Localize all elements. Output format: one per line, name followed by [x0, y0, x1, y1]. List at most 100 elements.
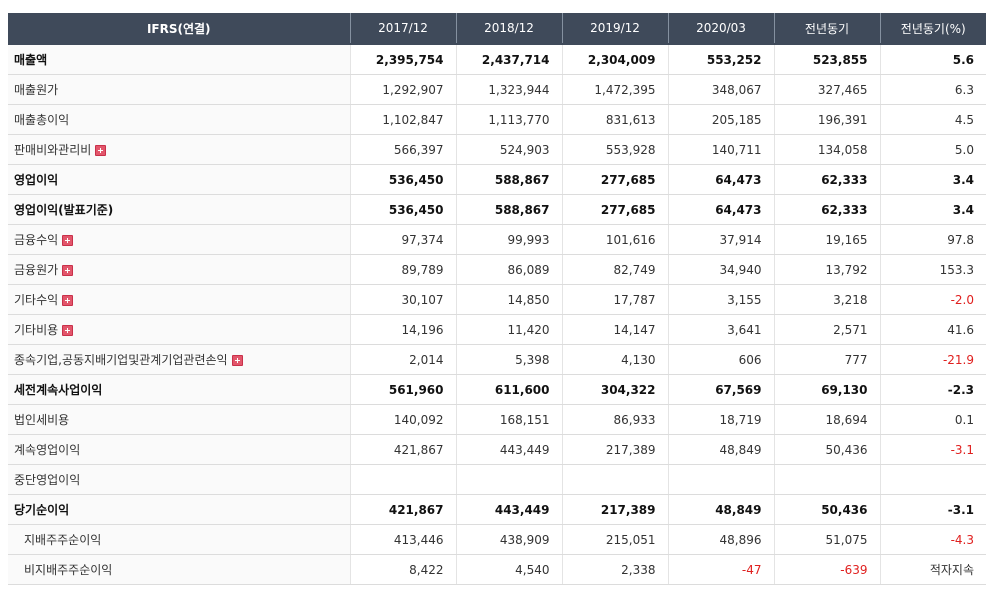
value-cell: 14,147	[561, 314, 668, 345]
row-label: 세전계속사업이익	[14, 383, 103, 397]
value-cell: 524,903	[455, 134, 562, 165]
row-label-cell: 매출원가	[8, 74, 350, 105]
row-label: 지배주주순이익	[24, 533, 102, 547]
value-cell: 2,437,714	[455, 43, 562, 75]
row-label: 당기순이익	[14, 503, 70, 517]
table-row: 매출원가 1,292,907 1,323,944 1,472,395 348,067 32…	[8, 74, 986, 105]
value-cell: 101,616	[561, 224, 668, 255]
value-cell: 777	[773, 344, 880, 375]
value-cell: 3,155	[667, 284, 774, 315]
table-row: 중단영업이익	[8, 464, 986, 495]
row-label: 매출총이익	[14, 113, 70, 127]
row-label: 판매비와관리비	[14, 143, 92, 157]
value-cell: 62,333	[773, 194, 880, 225]
value-cell: 48,896	[667, 524, 774, 555]
row-label-cell: 세전계속사업이익	[8, 374, 350, 405]
plus-icon[interactable]	[62, 235, 74, 246]
table-row: 영업이익(발표기준) 536,450 588,867 277,685 64,473 62,…	[8, 194, 986, 225]
value-cell: 153.3	[879, 254, 986, 285]
header-col-2019-12[interactable]: 2019/12	[561, 13, 668, 44]
value-cell: 2,338	[561, 554, 668, 585]
value-cell: -3.1	[879, 434, 986, 465]
value-cell: 140,092	[349, 404, 456, 435]
plus-icon[interactable]	[231, 355, 243, 366]
value-cell: 37,914	[667, 224, 774, 255]
value-cell: 30,107	[349, 284, 456, 315]
value-cell: -639	[773, 554, 880, 585]
value-cell: 443,449	[455, 494, 562, 525]
table-row: 영업이익 536,450 588,867 277,685 64,473 62,333 3.4	[8, 164, 986, 195]
financial-table-container: IFRS(연결) 2017/12 2018/12 2019/12 2020/03…	[8, 13, 986, 585]
value-cell: 196,391	[773, 104, 880, 135]
row-label-cell: 지배주주순이익	[8, 524, 350, 555]
value-cell: 17,787	[561, 284, 668, 315]
value-cell: 1,292,907	[349, 74, 456, 105]
row-label-cell: 매출액	[8, 43, 350, 75]
value-cell: 64,473	[667, 164, 774, 195]
header-col-prev-year-change-pct[interactable]: 전년동기(%)	[879, 13, 986, 44]
row-label: 중단영업이익	[14, 473, 81, 487]
value-cell: 99,993	[455, 224, 562, 255]
value-cell: 3.4	[879, 164, 986, 195]
value-cell: -4.3	[879, 524, 986, 555]
plus-icon[interactable]	[95, 145, 107, 156]
value-cell: 50,436	[773, 494, 880, 525]
value-cell	[455, 464, 562, 495]
row-label-cell[interactable]: 기타비용	[8, 314, 350, 345]
plus-icon[interactable]	[62, 325, 74, 336]
value-cell: 4.5	[879, 104, 986, 135]
value-cell: 2,304,009	[561, 43, 668, 75]
value-cell: -3.1	[879, 494, 986, 525]
value-cell: 1,472,395	[561, 74, 668, 105]
header-col-2018-12[interactable]: 2018/12	[455, 13, 562, 44]
value-cell: 4,130	[561, 344, 668, 375]
header-col-2020-03[interactable]: 2020/03	[667, 13, 774, 44]
value-cell: 536,450	[349, 194, 456, 225]
row-label-cell: 계속영업이익	[8, 434, 350, 465]
row-label: 계속영업이익	[14, 443, 81, 457]
table-row: 세전계속사업이익 561,960 611,600 304,322 67,569 69,13…	[8, 374, 986, 405]
value-cell: 215,051	[561, 524, 668, 555]
row-label-cell[interactable]: 종속기업,공동지배기업및관계기업관련손익	[8, 344, 350, 375]
value-cell: 5.6	[879, 43, 986, 75]
value-cell: 5.0	[879, 134, 986, 165]
value-cell: 536,450	[349, 164, 456, 195]
value-cell: 140,711	[667, 134, 774, 165]
row-label-cell: 비지배주주순이익	[8, 554, 350, 585]
value-cell: 11,420	[455, 314, 562, 345]
row-label-cell[interactable]: 기타수익	[8, 284, 350, 315]
header-col-prev-year-same-period[interactable]: 전년동기	[773, 13, 880, 44]
header-col-2017-12[interactable]: 2017/12	[349, 13, 456, 44]
row-label: 금융수익	[14, 233, 59, 247]
value-cell: 18,694	[773, 404, 880, 435]
value-cell: 3,641	[667, 314, 774, 345]
value-cell: 41.6	[879, 314, 986, 345]
row-label: 영업이익(발표기준)	[14, 203, 114, 217]
value-cell: 5,398	[455, 344, 562, 375]
row-label-cell[interactable]: 금융수익	[8, 224, 350, 255]
row-label: 영업이익	[14, 173, 59, 187]
value-cell: 831,613	[561, 104, 668, 135]
income-statement-table: IFRS(연결) 2017/12 2018/12 2019/12 2020/03…	[8, 13, 986, 585]
value-cell: 4,540	[455, 554, 562, 585]
row-label-cell[interactable]: 판매비와관리비	[8, 134, 350, 165]
row-label-cell: 법인세비용	[8, 404, 350, 435]
header-ifrs-label: IFRS(연결)	[8, 13, 350, 44]
value-cell: 553,928	[561, 134, 668, 165]
row-label: 매출원가	[14, 83, 59, 97]
value-cell: 3,218	[773, 284, 880, 315]
plus-icon[interactable]	[62, 265, 74, 276]
value-cell	[667, 464, 774, 495]
table-row: 매출액 2,395,754 2,437,714 2,304,009 553,252 523…	[8, 43, 986, 75]
row-label: 법인세비용	[14, 413, 70, 427]
row-label-cell: 영업이익	[8, 164, 350, 195]
table-row: 당기순이익 421,867 443,449 217,389 48,849 50,436 -3…	[8, 494, 986, 525]
value-cell: 48,849	[667, 494, 774, 525]
value-cell: 168,151	[455, 404, 562, 435]
row-label-cell[interactable]: 금융원가	[8, 254, 350, 285]
value-cell: 62,333	[773, 164, 880, 195]
table-row: 법인세비용 140,092 168,151 86,933 18,719 18,694 0.1	[8, 404, 986, 435]
value-cell: 67,569	[667, 374, 774, 405]
value-cell: 1,323,944	[455, 74, 562, 105]
plus-icon[interactable]	[62, 295, 74, 306]
